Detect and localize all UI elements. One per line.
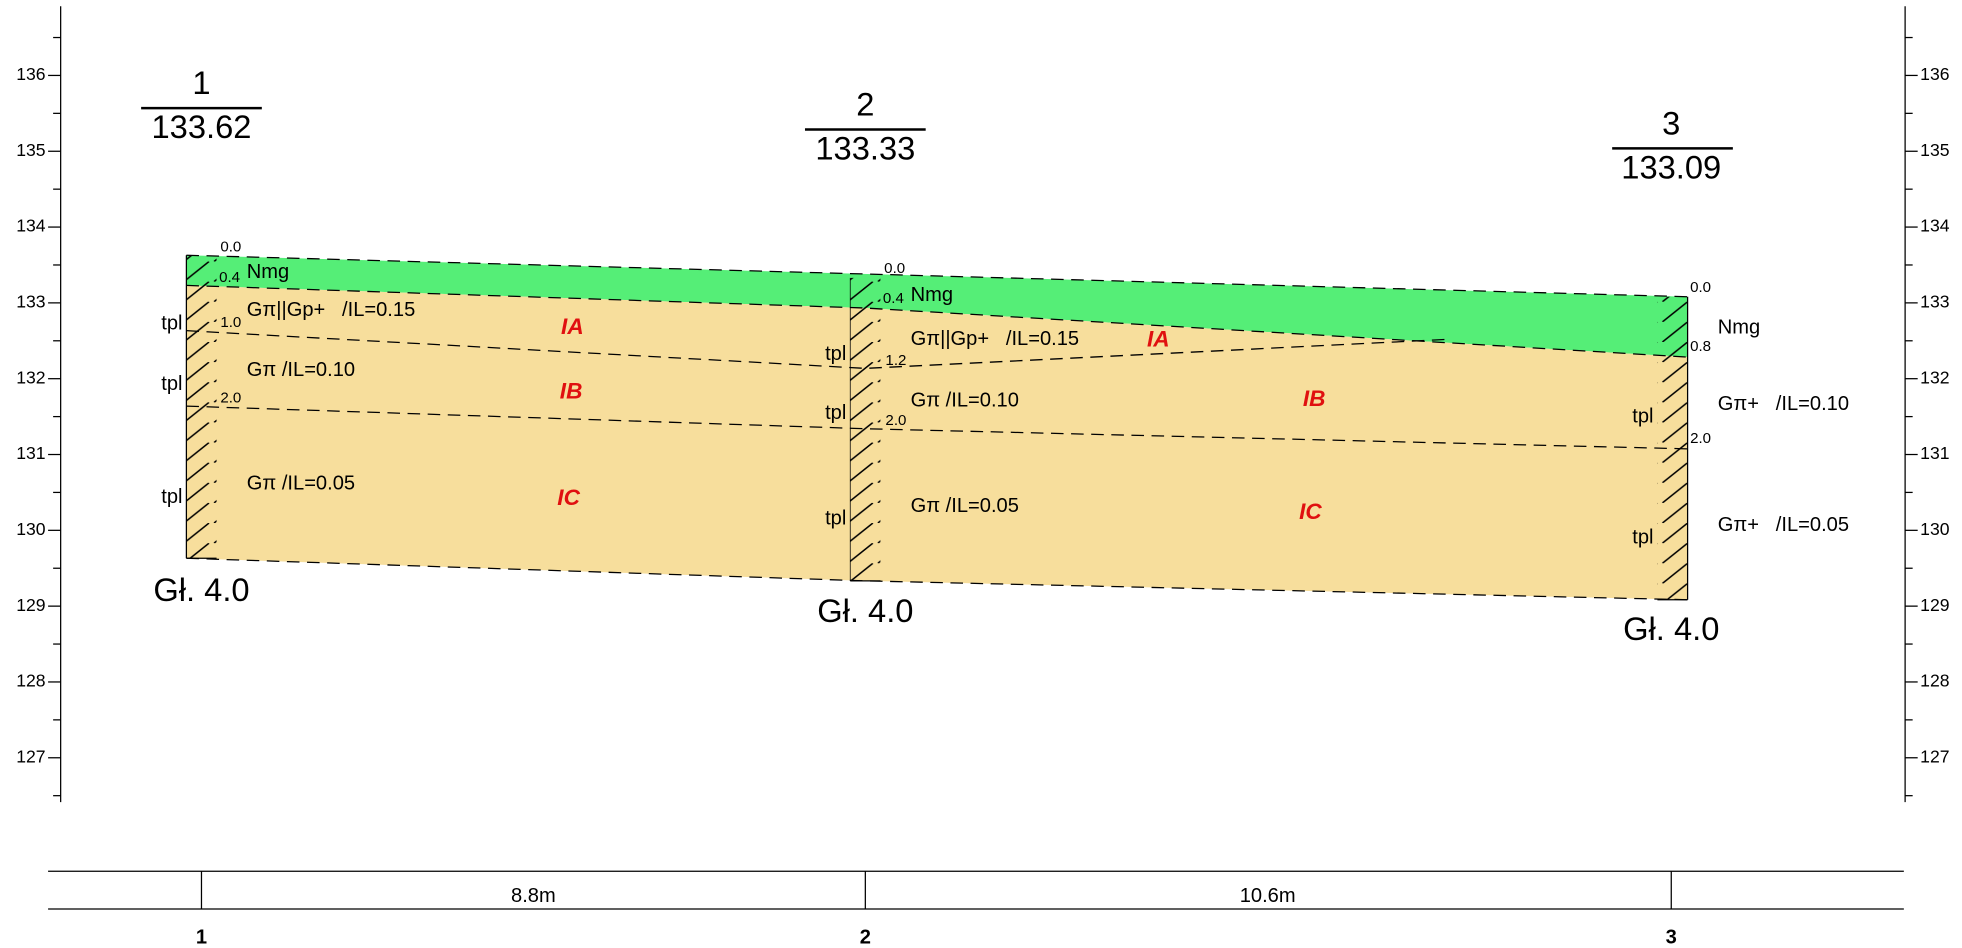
borehole-number: 1 xyxy=(192,64,210,101)
soil-label: Gπ /IL=0.05 xyxy=(911,495,1019,517)
axis-label: 135 xyxy=(16,140,46,160)
axis-label: 133 xyxy=(16,292,46,312)
depth-mark: 0.0 xyxy=(220,239,241,256)
tpl-label: tpl xyxy=(161,486,182,508)
borehole-depth: Gł. 4.0 xyxy=(1623,610,1719,647)
axis-label: 129 xyxy=(1920,595,1949,615)
depth-mark: 0.0 xyxy=(884,260,905,277)
soil-label: Gπ /IL=0.10 xyxy=(911,389,1019,411)
layer-label: IB xyxy=(560,378,583,403)
borehole-number: 3 xyxy=(1662,104,1680,141)
layer-label: IA xyxy=(1147,327,1170,352)
depth-mark: 0.8 xyxy=(1690,338,1711,355)
axis-label: 127 xyxy=(16,746,45,766)
depth-mark: 0.4 xyxy=(883,290,904,307)
cross-section: 1361361351351341341331331321321311311301… xyxy=(0,0,1962,948)
distance-label: 8.8m xyxy=(511,885,556,907)
axis-label: 129 xyxy=(16,595,45,615)
depth-mark: 0.0 xyxy=(1690,279,1711,296)
soil-label: Gπ||Gp+ /IL=0.15 xyxy=(911,328,1080,350)
tpl-label: tpl xyxy=(825,402,846,424)
borehole-depth: Gł. 4.0 xyxy=(153,571,249,608)
axis-label: 132 xyxy=(16,367,45,387)
layer-label: IC xyxy=(557,485,580,510)
borehole-elevation: 133.62 xyxy=(152,108,252,145)
tpl-label: tpl xyxy=(1632,406,1653,428)
tpl-label: tpl xyxy=(161,313,182,335)
axis-label: 136 xyxy=(1920,64,1950,84)
station-label: 3 xyxy=(1666,926,1677,948)
soil-label: Gπ /IL=0.05 xyxy=(247,472,355,494)
tpl-label: tpl xyxy=(825,343,846,365)
soil-label: Nmg xyxy=(911,284,953,306)
rect-shape xyxy=(850,278,880,581)
axis-label: 128 xyxy=(16,671,46,691)
soil-label: Gπ+ /IL=0.10 xyxy=(1718,393,1849,415)
axis-label: 132 xyxy=(1920,367,1949,387)
layer-label: IB xyxy=(1303,386,1326,411)
axis-label: 131 xyxy=(1920,443,1949,463)
station-label: 2 xyxy=(860,926,871,948)
axis-label: 131 xyxy=(16,443,45,463)
axis-label: 127 xyxy=(1920,746,1949,766)
axis-label: 130 xyxy=(16,519,46,539)
depth-mark: 0.4 xyxy=(219,269,240,286)
axis-label: 130 xyxy=(1920,519,1950,539)
depth-mark: 2.0 xyxy=(1690,430,1711,447)
axis-label: 135 xyxy=(1920,140,1950,160)
soil-label: Gπ||Gp+ /IL=0.15 xyxy=(247,299,416,321)
soil-label: Nmg xyxy=(1718,316,1760,338)
soil-label: Gπ /IL=0.10 xyxy=(247,359,355,381)
soil-label: Gπ+ /IL=0.05 xyxy=(1718,514,1849,536)
soil-label: Nmg xyxy=(247,261,289,283)
axis-label: 136 xyxy=(16,64,46,84)
axis-label: 134 xyxy=(1920,216,1950,236)
layer-label: IA xyxy=(561,314,584,339)
depth-mark: 1.0 xyxy=(220,314,241,331)
axis-label: 128 xyxy=(1920,671,1950,691)
tpl-label: tpl xyxy=(161,373,182,395)
axis-label: 133 xyxy=(1920,292,1950,312)
depth-mark: 1.2 xyxy=(885,352,906,369)
distance-label: 10.6m xyxy=(1240,885,1296,907)
depth-mark: 2.0 xyxy=(885,412,906,429)
rect-shape xyxy=(186,255,216,558)
tpl-label: tpl xyxy=(1632,526,1653,548)
depth-mark: 2.0 xyxy=(220,390,241,407)
station-label: 1 xyxy=(196,926,207,948)
tpl-label: tpl xyxy=(825,508,846,530)
layer-label: IC xyxy=(1299,499,1322,524)
borehole-depth: Gł. 4.0 xyxy=(817,592,913,629)
borehole-elevation: 133.33 xyxy=(815,130,915,167)
borehole-number: 2 xyxy=(856,85,874,122)
distance-table xyxy=(48,871,1904,909)
borehole-elevation: 133.09 xyxy=(1621,148,1721,185)
axis-label: 134 xyxy=(16,216,46,236)
rect-shape xyxy=(1657,297,1687,600)
